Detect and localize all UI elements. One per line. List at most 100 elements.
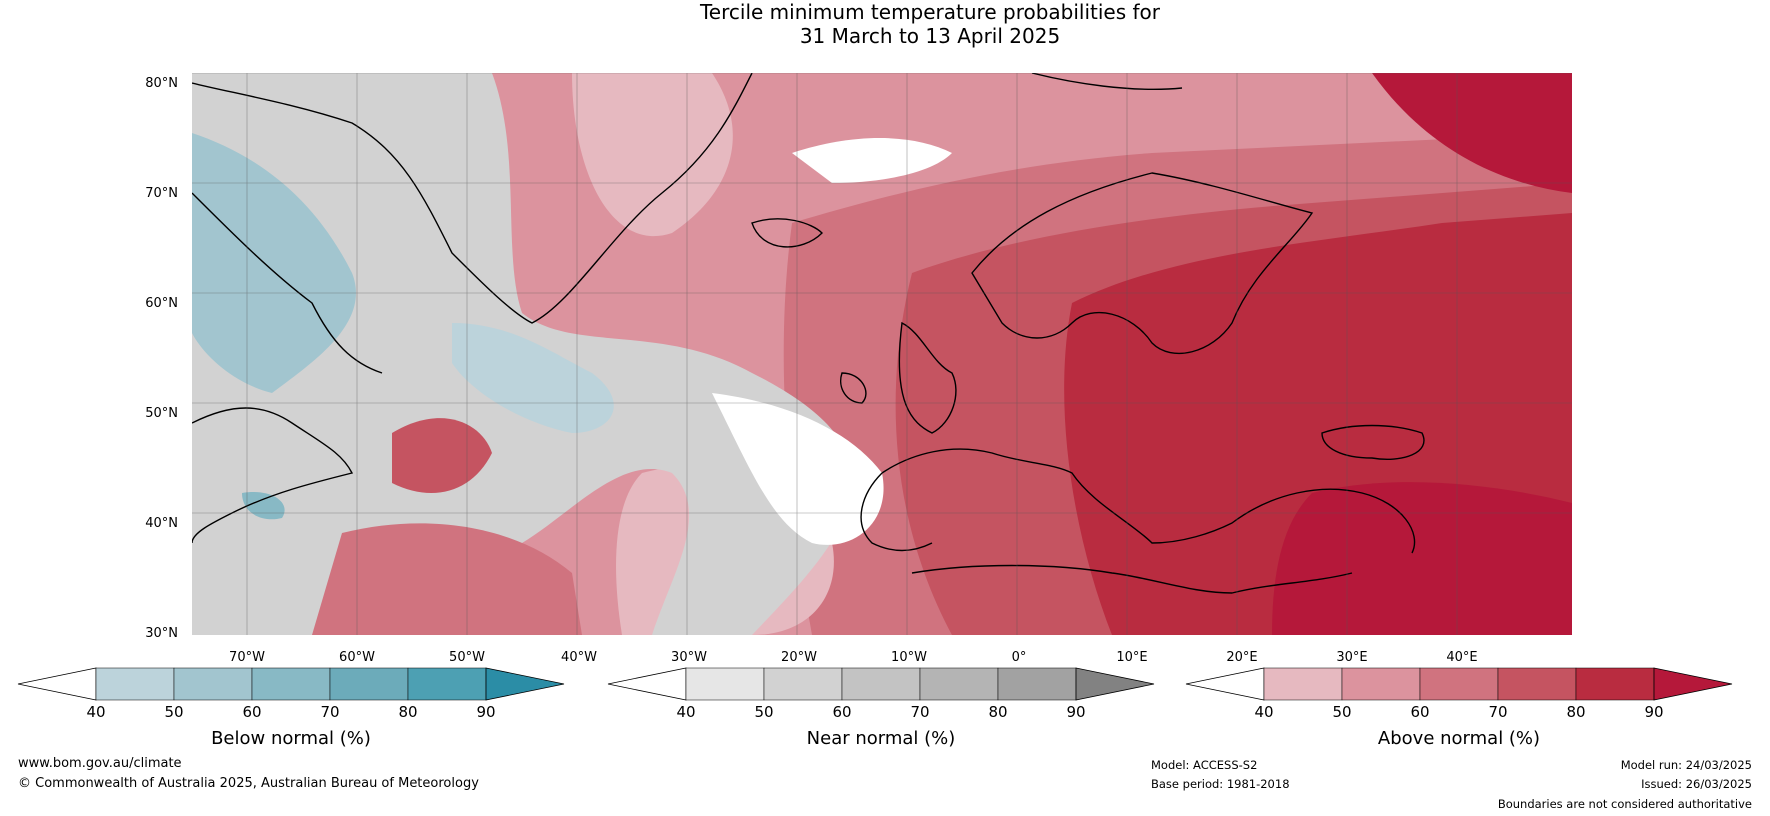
below-40-zone <box>712 393 884 545</box>
colorbar-high-arrow <box>1653 667 1733 701</box>
colorbar-tick-label: 40 <box>86 703 106 721</box>
lat-label-80n: 80°N <box>145 76 178 91</box>
below-40-zone-north <box>792 138 952 183</box>
below-normal-zone-atlantic <box>452 323 614 433</box>
coastline-baffin <box>192 192 383 374</box>
lon-label-20w: 20°W <box>781 650 817 665</box>
graticule <box>192 73 1572 635</box>
colorbar-tick-label: 90 <box>1066 703 1086 721</box>
colorbar-graphic <box>17 667 565 701</box>
colorbar-tick-label: 90 <box>1644 703 1664 721</box>
coastline-black-sea <box>1321 424 1425 460</box>
colorbar-high-arrow <box>1075 667 1155 701</box>
colorbar-tick-label: 70 <box>910 703 930 721</box>
colorbar-tick-label: 50 <box>754 703 774 721</box>
colorbar-segment <box>1497 667 1577 701</box>
above-normal-90-zone-arctic <box>1372 73 1572 193</box>
lon-label-30w: 30°W <box>671 650 707 665</box>
colorbar-tick-label: 80 <box>398 703 418 721</box>
colorbar-segment <box>919 667 999 701</box>
colorbar-tick-label: 50 <box>164 703 184 721</box>
coastline-scandinavia <box>971 172 1314 355</box>
coastline-north-america <box>192 407 354 544</box>
colorbar-segment <box>841 667 921 701</box>
colorbar-tick-label: 60 <box>832 703 852 721</box>
colorbar-tick-label: 40 <box>676 703 696 721</box>
probability-map <box>192 73 1572 635</box>
coastline-svalbard <box>1031 73 1183 90</box>
below-normal-zone-small <box>242 492 285 520</box>
coastline-mediterranean-north <box>881 448 1416 554</box>
coastline-north-africa <box>911 564 1353 594</box>
colorbar-caption: Above normal (%) <box>1377 728 1541 749</box>
colorbar-high-arrow <box>485 667 565 701</box>
lat-label-60n: 60°N <box>145 296 178 311</box>
colorbar-tick-label: 60 <box>1410 703 1430 721</box>
map-canvas <box>192 73 1572 635</box>
lon-label-20e: 20°E <box>1226 650 1258 665</box>
coastlines <box>192 73 1425 594</box>
lon-label-30e: 30°E <box>1336 650 1368 665</box>
footer-model-run: Model run: 24/03/2025 <box>1620 758 1752 772</box>
title-line-2: 31 March to 13 April 2025 <box>799 24 1061 48</box>
coastline-iberia <box>860 472 933 552</box>
footer-disclaimer: Boundaries are not considered authoritat… <box>1497 797 1752 811</box>
colorbar-above-normal: 40 50 60 70 80 90 Above normal (%) <box>1185 667 1733 749</box>
footer-base-period: Base period: 1981-2018 <box>1151 777 1290 791</box>
lat-label-50n: 50°N <box>145 406 178 421</box>
title-line-1: Tercile minimum temperature probabilitie… <box>699 0 1161 24</box>
lon-label-0: 0° <box>1011 650 1027 665</box>
lon-label-10w: 10°W <box>891 650 927 665</box>
colorbar-segment <box>407 667 487 701</box>
footer-website: www.bom.gov.au/climate <box>18 756 182 771</box>
above-normal-50-zone <box>572 73 733 237</box>
colorbar-graphic <box>1185 667 1733 701</box>
colorbar-low-arrow <box>1185 667 1265 701</box>
colorbar-caption: Below normal (%) <box>211 728 371 749</box>
colorbar-segment <box>1575 667 1655 701</box>
colorbar-low-arrow <box>17 667 97 701</box>
colorbar-tick-label: 90 <box>476 703 496 721</box>
colorbar-segment <box>95 667 175 701</box>
above-normal-zone-southwest <box>312 523 582 635</box>
lon-label-70w: 70°W <box>229 650 265 665</box>
colorbar-tick-label: 70 <box>1488 703 1508 721</box>
footer-copyright: © Commonwealth of Australia 2025, Austra… <box>18 776 479 791</box>
map-title: Tercile minimum temperature probabilitie… <box>0 0 1770 48</box>
coastline-greenland <box>192 73 753 324</box>
colorbar-segment <box>763 667 843 701</box>
colorbar-segment <box>173 667 253 701</box>
lon-label-40w: 40°W <box>561 650 597 665</box>
colorbar-segment <box>1263 667 1343 701</box>
colorbar-tick-label: 50 <box>1332 703 1352 721</box>
above-normal-90-zone-south <box>1272 482 1572 635</box>
lat-label-70n: 70°N <box>145 186 178 201</box>
lat-label-40n: 40°N <box>145 516 178 531</box>
colorbar-tick-label: 70 <box>320 703 340 721</box>
colorbar-low-arrow <box>607 667 687 701</box>
colorbar-tick-label: 60 <box>242 703 262 721</box>
lon-label-60w: 60°W <box>339 650 375 665</box>
colorbar-segment <box>997 667 1077 701</box>
lon-label-10e: 10°E <box>1116 650 1148 665</box>
coastline-iceland <box>751 218 823 248</box>
lat-label-30n: 30°N <box>145 626 178 641</box>
colorbar-segment <box>1341 667 1421 701</box>
coastline-britain <box>898 321 957 434</box>
colorbar-segment <box>1419 667 1499 701</box>
colorbar-graphic <box>607 667 1155 701</box>
colorbar-segment <box>251 667 331 701</box>
colorbar-tick-label: 80 <box>988 703 1008 721</box>
colorbar-tick-label: 80 <box>1566 703 1586 721</box>
colorbar-below-normal: 40 50 60 70 80 90 Below normal (%) <box>17 667 565 749</box>
below-normal-zone-labrador <box>192 133 356 393</box>
colorbar-segment <box>329 667 409 701</box>
footer-model: Model: ACCESS-S2 <box>1151 758 1258 772</box>
colorbar-tick-label: 40 <box>1254 703 1274 721</box>
footer-issued: Issued: 26/03/2025 <box>1641 777 1752 791</box>
colorbar-segment <box>685 667 765 701</box>
colorbar-near-normal: 40 50 60 70 80 90 Near normal (%) <box>607 667 1155 749</box>
lon-label-50w: 50°W <box>449 650 485 665</box>
lon-label-40e: 40°E <box>1446 650 1478 665</box>
colorbar-caption: Near normal (%) <box>806 728 956 749</box>
